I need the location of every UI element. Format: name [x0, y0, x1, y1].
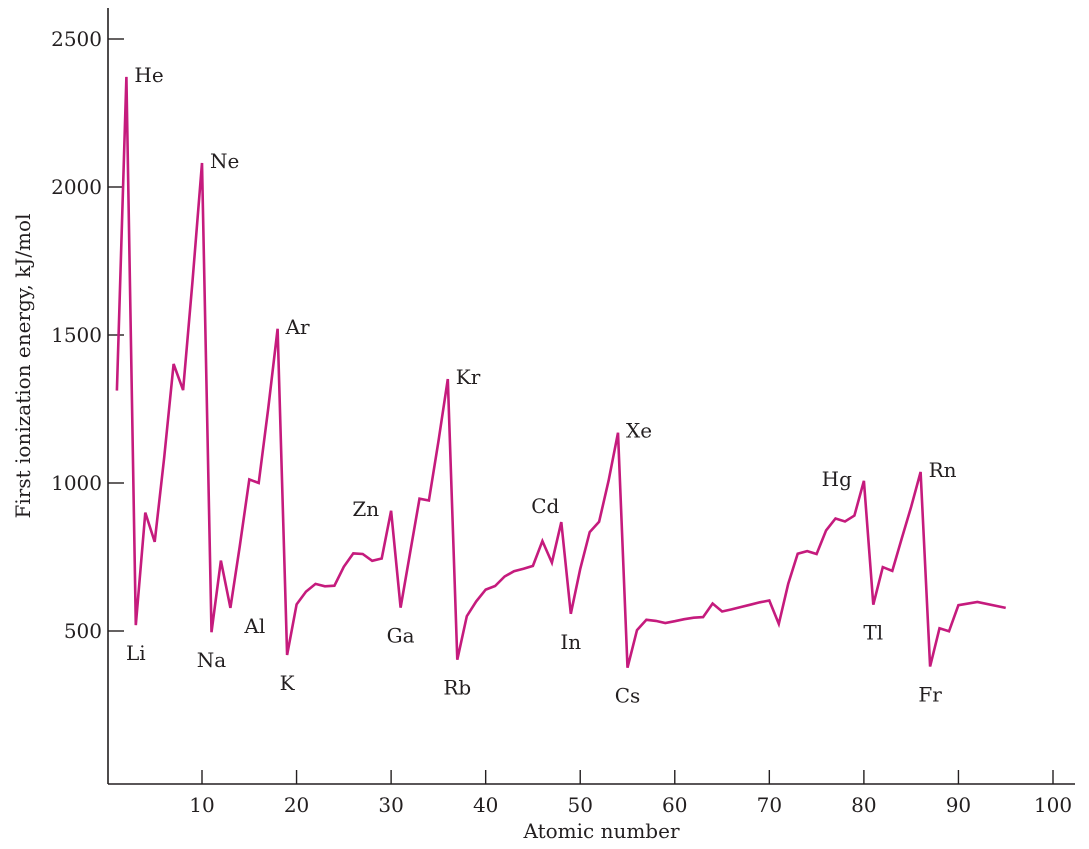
- series-line: [115, 76, 1006, 669]
- x-tick-label: 100: [1034, 793, 1072, 817]
- x-tick-label: 90: [946, 793, 971, 817]
- y-tick-label: 2500: [51, 27, 102, 51]
- element-label: Cd: [531, 494, 559, 518]
- element-labels: He Li Ne Na Al Ar K Zn Ga Kr Rb Cd In Xe Cs Hg Tl Rn Fr: [126, 63, 957, 708]
- x-tick-label: 20: [284, 793, 309, 817]
- x-tick-label: 60: [662, 793, 687, 817]
- y-tick-label: 500: [64, 619, 102, 643]
- x-tick-label: 10: [189, 793, 214, 817]
- element-label: Ne: [210, 149, 239, 173]
- element-label: Rn: [929, 458, 957, 482]
- y-tick-label: 2000: [51, 175, 102, 199]
- series-group: [115, 76, 1006, 669]
- element-label: Tl: [863, 621, 883, 645]
- axes: [107, 8, 1075, 785]
- element-label: Fr: [918, 683, 942, 707]
- x-axis-title: Atomic number: [522, 819, 679, 843]
- x-tick-label: 30: [378, 793, 403, 817]
- element-label: Li: [126, 641, 146, 665]
- element-label: Ar: [285, 315, 310, 339]
- y-tick-label: 1500: [51, 323, 102, 347]
- element-label: Hg: [822, 467, 852, 491]
- element-label: Ga: [387, 624, 415, 648]
- y-ticks: 500 1000 1500 2000 2500: [51, 27, 124, 643]
- element-label: Xe: [626, 419, 652, 443]
- element-label: Na: [197, 648, 227, 672]
- x-ticks: 10 20 30 40 50 60 70 80 90 100: [189, 770, 1072, 817]
- y-axis-title: First ionization energy, kJ/mol: [11, 214, 35, 519]
- element-label: Al: [243, 614, 265, 638]
- x-tick-label: 40: [473, 793, 498, 817]
- element-label: He: [134, 63, 163, 87]
- element-label: Rb: [443, 676, 471, 700]
- element-label: Cs: [615, 684, 641, 708]
- element-label: K: [280, 671, 296, 695]
- x-tick-label: 80: [851, 793, 876, 817]
- element-label: In: [560, 630, 581, 654]
- x-tick-label: 50: [567, 793, 592, 817]
- element-label: Zn: [352, 497, 379, 521]
- y-tick-label: 1000: [51, 471, 102, 495]
- x-tick-label: 70: [757, 793, 782, 817]
- element-label: Kr: [456, 365, 481, 389]
